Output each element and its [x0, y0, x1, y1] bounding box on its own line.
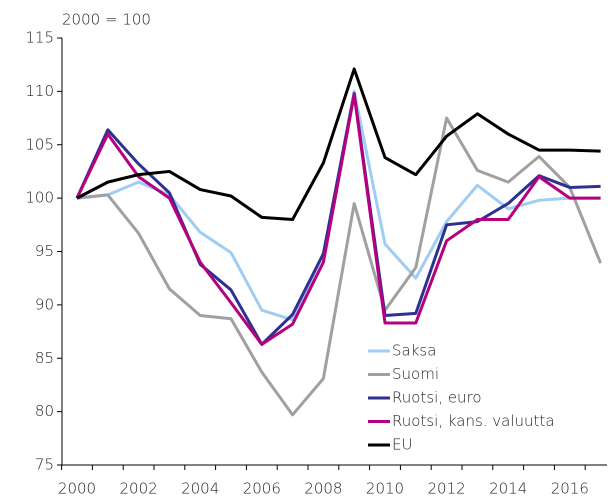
x-tick-label: 2014	[489, 480, 527, 498]
y-tick-label: 75	[35, 456, 54, 474]
legend-label: Ruotsi, kans. valuutta	[392, 412, 555, 430]
y-tick-label: 105	[25, 135, 54, 153]
series-line	[75, 93, 601, 346]
x-tick-label: 2008	[304, 480, 342, 498]
legend-label: Ruotsi, euro	[392, 389, 482, 407]
series-line	[75, 92, 601, 346]
series-line	[76, 67, 601, 221]
x-tick-label: 2010	[366, 480, 404, 498]
legend-label: EU	[392, 436, 412, 454]
legend-label: Suomi	[392, 365, 439, 383]
y-tick-label: 110	[25, 82, 54, 100]
y-tick-label: 85	[35, 349, 54, 367]
x-tick-label: 2000	[58, 480, 96, 498]
x-tick-label: 2004	[181, 480, 219, 498]
y-tick-label: 90	[35, 295, 54, 313]
y-tick-label: 80	[35, 402, 54, 420]
y-tick-label: 100	[25, 189, 54, 207]
y-tick-label: 115	[25, 29, 54, 47]
x-tick-label: 2016	[551, 480, 589, 498]
series-line	[76, 116, 602, 417]
legend-label: Saksa	[392, 342, 436, 360]
x-tick-label: 2006	[243, 480, 281, 498]
x-tick-label: 2012	[428, 480, 466, 498]
annotation: 2000 = 100	[62, 11, 151, 29]
y-tick-label: 95	[35, 242, 54, 260]
x-tick-label: 2002	[120, 480, 158, 498]
